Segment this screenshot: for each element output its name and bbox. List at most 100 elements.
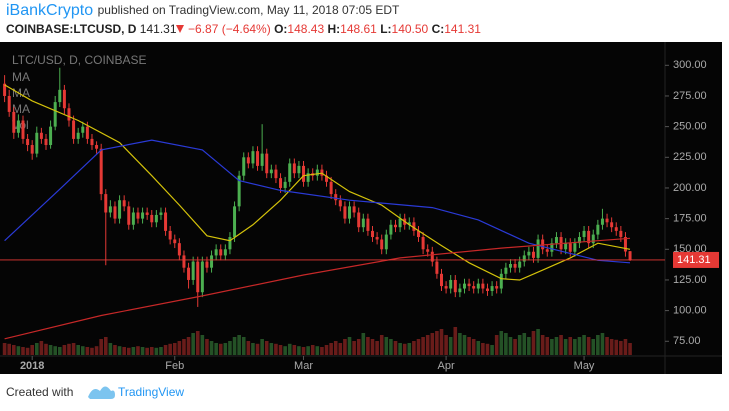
author[interactable]: iBankCrypto [6,2,93,19]
volume-bar [241,337,246,355]
candle-body [407,222,411,225]
h-label: H: [327,22,340,36]
volume-bar [94,346,99,355]
volume-bar [531,331,536,355]
candle-body [462,283,466,289]
candle-body [490,286,494,291]
symbol: COINBASE:LTCUSD, D [6,22,137,36]
candle-body [246,157,250,164]
volume-bar [379,335,384,355]
volume-bar [99,339,103,355]
volume-bar [596,335,600,355]
volume-bar [591,339,596,355]
candle-body [251,151,255,164]
candle-body [412,222,416,231]
candle-body [591,234,595,244]
volume-bar [485,343,490,355]
volume-bar [310,345,315,355]
legend-values: −6.87 (−4.64%) O:148.43 H:148.61 L:140.5… [188,22,481,36]
volume-bar [623,339,628,355]
volume-bar [416,339,421,355]
volume-bar [407,343,412,355]
candle-body [279,178,283,188]
volume-bar [444,335,448,355]
candle-body [338,200,342,207]
candle-body [210,255,214,268]
change: −6.87 (−4.64%) [188,22,271,36]
volume-bar [439,329,444,355]
volume-bar [76,345,80,355]
volume-bar [467,337,471,355]
volume-bar [522,333,527,355]
volume-bar [53,346,57,355]
candle-body [127,206,131,225]
candle-body [256,151,260,166]
candle-body [495,286,499,289]
candle-body [508,264,512,268]
c-label: C: [432,22,445,36]
volume-bar [168,343,172,355]
candle-body [95,145,99,149]
candle-body [131,212,135,225]
volume-bar [448,337,453,355]
volume-bar [609,339,614,355]
o-label: O: [274,22,287,36]
candle-body [380,239,384,250]
volume-bar [370,339,375,355]
volume-bar [25,347,30,355]
volume-bar [126,347,131,355]
candle-body [421,237,425,250]
candle-body [67,108,71,121]
chart-title: LTC/USD, D, COINBASE [12,53,146,67]
c-value: 141.31 [444,22,481,36]
candle-body [81,126,85,133]
volume-bar [619,341,623,355]
volume-bar [435,331,439,355]
volume-bar [384,337,389,355]
candle-body [154,214,158,223]
volume-bar [108,343,113,355]
candle-body [481,283,485,289]
candle-body [49,126,53,146]
candle-body [449,279,453,289]
volume-bar [149,347,154,355]
volume-bar [375,341,379,355]
candle-body [527,251,531,256]
volume-bar [67,343,71,355]
x-tick-label: May [574,360,595,372]
candle-body [228,237,232,250]
volume-bar [11,345,16,355]
header: iBankCrypto published on TradingView.com… [6,2,400,19]
candle-body [394,224,398,228]
volume-bar [398,343,402,355]
candle-body [260,153,264,166]
volume-bar [582,335,586,355]
volume-bar [458,333,462,355]
y-tick-label: 75.00 [673,335,701,347]
volume-bar [513,339,517,355]
candle-body [325,175,329,182]
volume-bar [246,341,251,355]
volume-bar [352,341,356,355]
volume-bar [481,343,485,355]
volume-bar [85,347,90,355]
volume-bar [490,345,494,355]
volume-bar [499,331,504,355]
indicator-label: MA [12,70,30,84]
volume-bar [550,339,554,355]
last-price-box [673,251,719,268]
volume-bar [324,345,329,355]
candle-body [16,120,20,133]
candle-body [389,224,393,235]
volume-bar [7,343,11,355]
candle-body [610,222,614,228]
volume-bar [600,333,605,355]
candle-body [573,243,577,252]
candle-body [85,126,89,139]
indicator-label: MA [12,102,30,116]
volume-bar [186,337,191,355]
footer-brand[interactable]: TradingView [118,385,184,399]
volume-bar [122,347,126,355]
candle-body [614,227,618,231]
